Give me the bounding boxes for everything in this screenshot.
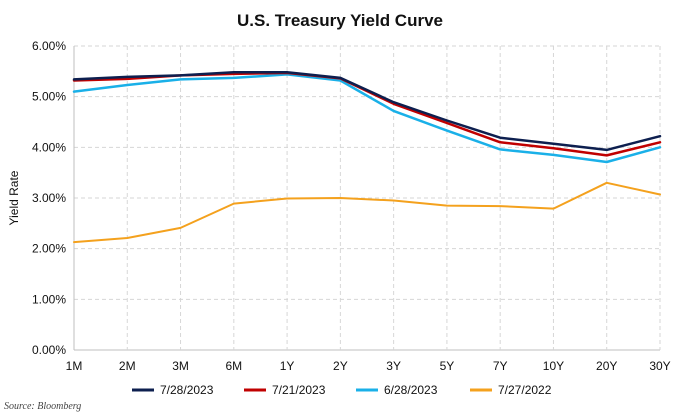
legend-label: 7/21/2023 (272, 383, 326, 397)
grid (73, 45, 661, 351)
y-axis-label: Yield Rate (7, 170, 21, 225)
x-tick-label: 1Y (280, 359, 295, 373)
legend-label: 6/28/2023 (384, 383, 438, 397)
x-tick-label: 7Y (493, 359, 508, 373)
legend-label: 7/27/2022 (498, 383, 552, 397)
x-tick-label: 30Y (649, 359, 670, 373)
x-tick-label: 3M (172, 359, 189, 373)
y-tick-label: 3.00% (32, 191, 66, 205)
y-tick-label: 0.00% (32, 343, 66, 357)
chart-title: U.S. Treasury Yield Curve (237, 11, 443, 30)
y-tick-label: 1.00% (32, 292, 66, 306)
x-tick-label: 10Y (543, 359, 564, 373)
source-note: Source: Bloomberg (4, 401, 81, 412)
y-tick-label: 6.00% (32, 39, 66, 53)
series-line-6-28-2023 (72, 73, 662, 164)
y-tick-label: 5.00% (32, 90, 66, 104)
y-tick-label: 2.00% (32, 242, 66, 256)
series-lines (72, 71, 662, 244)
y-axis-ticks: 0.00% 1.00% 2.00% 3.00% 4.00% 5.00% 6.00% (32, 39, 66, 357)
x-tick-label: 2M (119, 359, 136, 373)
y-tick-label: 4.00% (32, 140, 66, 154)
legend: 7/28/2023 7/21/2023 6/28/2023 7/27/2022 (132, 383, 552, 397)
x-tick-label: 2Y (333, 359, 348, 373)
x-tick-label: 5Y (440, 359, 455, 373)
series-line-7-21-2023 (72, 71, 662, 157)
legend-label: 7/28/2023 (160, 383, 214, 397)
x-tick-label: 1M (66, 359, 83, 373)
x-axis-ticks: 1M 2M 3M 6M 1Y 2Y 3Y 5Y 7Y 10Y 20Y 30Y (66, 359, 671, 373)
x-tick-label: 6M (225, 359, 242, 373)
x-tick-label: 20Y (596, 359, 617, 373)
series-line-7-27-2022 (73, 181, 661, 244)
series-line-7-28-2023 (72, 71, 662, 152)
x-tick-label: 3Y (386, 359, 401, 373)
